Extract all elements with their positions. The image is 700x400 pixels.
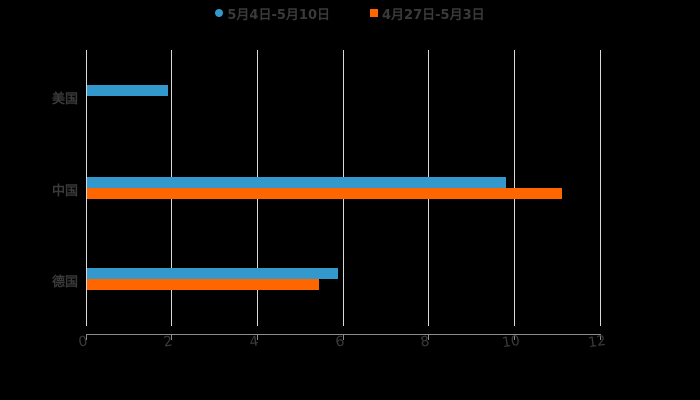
x-tick — [600, 334, 601, 340]
x-tick — [428, 334, 429, 340]
category-label-germany: 德国 — [51, 275, 78, 290]
legend-square-icon — [370, 9, 378, 17]
category-label-usa: 美国 — [51, 92, 78, 107]
category-label-china: 中国 — [51, 184, 78, 199]
legend-label: 4月27日-5月3日 — [382, 7, 485, 23]
legend-item-series-1[interactable]: 5月4日-5月10日 — [215, 4, 330, 23]
chart-legend: 5月4日-5月10日 4月27日-5月3日 — [0, 4, 700, 23]
x-tick — [514, 334, 515, 340]
gridline — [600, 50, 601, 326]
legend-item-series-2[interactable]: 4月27日-5月3日 — [370, 4, 485, 23]
x-tick-label: 2 — [162, 333, 174, 351]
x-tick — [257, 334, 258, 340]
x-tick — [171, 334, 172, 340]
bar-usa-series-1[interactable] — [87, 85, 168, 96]
legend-label: 5月4日-5月10日 — [227, 7, 330, 23]
bar-germany-series-2[interactable] — [87, 279, 319, 290]
legend-circle-icon — [215, 9, 224, 17]
x-tick-label: 0 — [77, 333, 89, 351]
x-tick-label: 6 — [334, 333, 346, 351]
bar-china-series-1[interactable] — [87, 177, 506, 188]
bar-germany-series-1[interactable] — [87, 268, 338, 279]
x-tick — [343, 334, 344, 340]
x-tick-label: 8 — [419, 333, 431, 351]
x-tick-label: 10 — [501, 332, 521, 352]
x-tick-label: 12 — [587, 332, 607, 352]
x-tick-label: 4 — [248, 333, 260, 351]
bar-china-series-2[interactable] — [87, 188, 562, 199]
x-tick — [86, 334, 87, 340]
gridline — [86, 50, 87, 326]
